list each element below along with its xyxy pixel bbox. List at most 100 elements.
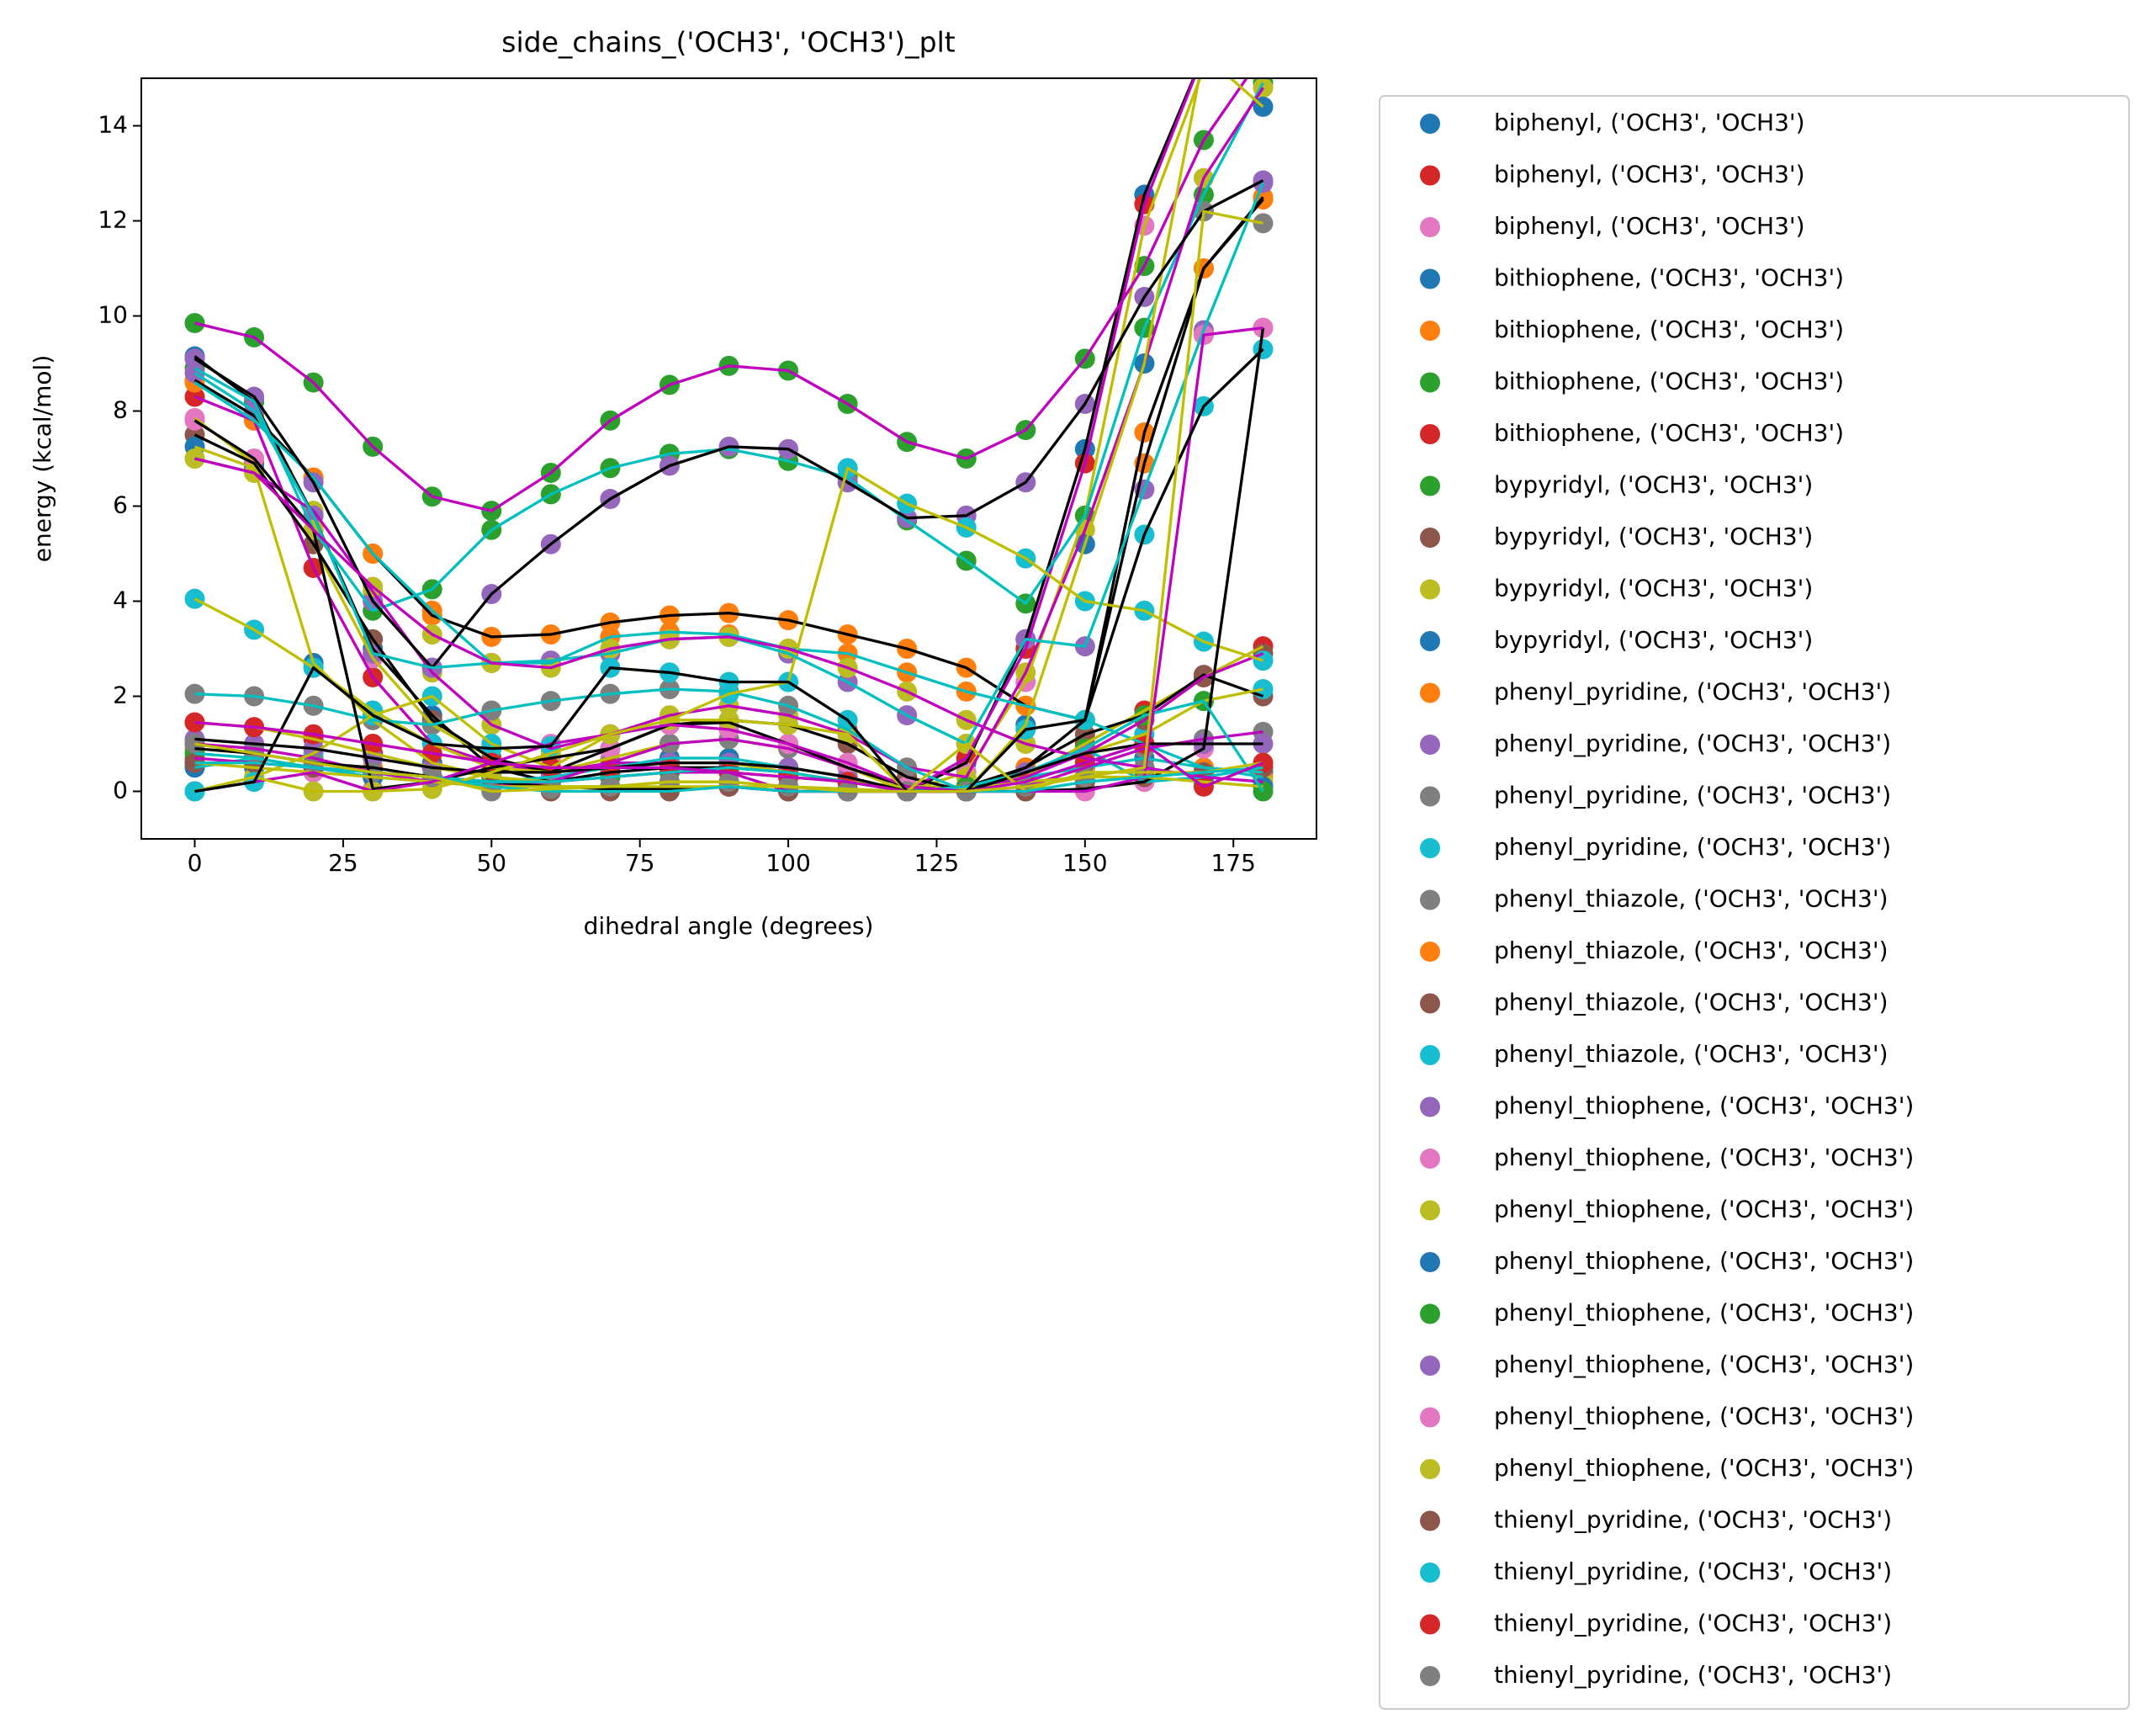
y-tick-label: 10 [98, 301, 128, 329]
legend-marker [1420, 1149, 1440, 1169]
y-tick-label: 12 [98, 206, 128, 234]
fit-line [194, 737, 1263, 793]
legend-label: phenyl_pyridine, ('OCH3', 'OCH3') [1494, 730, 1891, 757]
legend-label: phenyl_thiophene, ('OCH3', 'OCH3') [1494, 1247, 1914, 1275]
legend-marker [1420, 1303, 1440, 1324]
legend-label: thienyl_pyridine, ('OCH3', 'OCH3') [1494, 1557, 1892, 1585]
legend-label: phenyl_thiazole, ('OCH3', 'OCH3') [1494, 885, 1888, 913]
legend-marker [1420, 321, 1440, 341]
legend-marker [1420, 372, 1440, 393]
legend-marker [1420, 786, 1440, 807]
data-point [1253, 213, 1274, 234]
legend-marker [1420, 1666, 1440, 1686]
legend-label: phenyl_thiophene, ('OCH3', 'OCH3') [1494, 1299, 1914, 1327]
legend-label: bypyridyl, ('OCH3', 'OCH3') [1494, 523, 1813, 550]
legend-marker [1420, 631, 1440, 651]
legend-label: phenyl_thiophene, ('OCH3', 'OCH3') [1494, 1403, 1914, 1430]
fit-line [194, 720, 1264, 793]
legend-label: bithiophene, ('OCH3', 'OCH3') [1494, 264, 1844, 292]
data-point [184, 712, 205, 733]
legend-marker [1420, 1407, 1440, 1428]
legend-label: thienyl_pyridine, ('OCH3', 'OCH3') [1494, 1610, 1892, 1637]
legend-label: phenyl_thiophene, ('OCH3', 'OCH3') [1494, 1350, 1914, 1378]
legend-label: phenyl_thiophene, ('OCH3', 'OCH3') [1494, 1196, 1914, 1223]
fit-line [194, 78, 1248, 512]
legend-marker [1420, 1200, 1440, 1221]
fit-line [193, 327, 1265, 793]
x-tick-label: 175 [1210, 849, 1255, 877]
y-tick-label: 14 [98, 111, 128, 139]
legend-box [1379, 95, 2130, 1710]
legend-marker [1420, 475, 1440, 496]
fit-line [194, 87, 1264, 779]
y-tick-label: 6 [113, 491, 128, 519]
legend-marker [1420, 424, 1440, 444]
y-axis-label: energy (kcal/mol) [29, 355, 56, 562]
legend-label: phenyl_thiophene, ('OCH3', 'OCH3') [1494, 1143, 1914, 1171]
x-axis-label: dihedral angle (degrees) [584, 912, 874, 940]
legend-marker [1420, 889, 1440, 910]
fit-line [193, 82, 1264, 613]
legend-marker [1420, 1614, 1440, 1635]
legend-marker [1420, 1096, 1440, 1117]
legend-marker [1420, 217, 1440, 237]
legend-marker [1420, 165, 1440, 186]
plot-frame [140, 77, 1317, 840]
legend-label: bypyridyl, ('OCH3', 'OCH3') [1494, 575, 1813, 602]
x-tick-label: 150 [1062, 849, 1107, 877]
legend-marker [1420, 993, 1440, 1014]
legend-label: phenyl_thiophene, ('OCH3', 'OCH3') [1494, 1454, 1914, 1482]
legend-label: phenyl_thiophene, ('OCH3', 'OCH3') [1494, 1092, 1914, 1120]
fit-line [193, 179, 1264, 670]
x-tick-label: 75 [625, 849, 655, 877]
legend-marker [1420, 1510, 1440, 1531]
x-tick-label: 50 [476, 849, 506, 877]
legend-label: biphenyl, ('OCH3', 'OCH3') [1494, 212, 1805, 240]
legend-label: biphenyl, ('OCH3', 'OCH3') [1494, 109, 1805, 136]
legend-marker [1420, 1252, 1440, 1272]
legend-label: phenyl_thiazole, ('OCH3', 'OCH3') [1494, 1040, 1888, 1068]
legend-marker [1420, 1459, 1440, 1479]
legend-marker [1420, 1045, 1440, 1065]
legend-marker [1420, 942, 1440, 962]
legend-marker [1420, 1563, 1440, 1583]
data-point [184, 683, 205, 704]
legend-label: phenyl_pyridine, ('OCH3', 'OCH3') [1494, 782, 1891, 809]
fit-line [194, 719, 1263, 793]
legend-marker [1420, 682, 1440, 703]
plot-area [184, 78, 1274, 802]
data-point [184, 348, 205, 369]
x-tick-label: 100 [765, 849, 810, 877]
legend-marker [1420, 528, 1440, 548]
legend-label: phenyl_pyridine, ('OCH3', 'OCH3') [1494, 833, 1891, 861]
legend-label: bithiophene, ('OCH3', 'OCH3') [1494, 368, 1844, 395]
fit-line [194, 348, 1264, 793]
y-tick-label: 2 [113, 682, 128, 709]
chart-title: side_chains_('OCH3', 'OCH3')_plt [501, 26, 955, 59]
data-point [184, 312, 205, 333]
legend-label: thienyl_pyridine, ('OCH3', 'OCH3') [1494, 1506, 1892, 1534]
legend-marker [1420, 735, 1440, 755]
legend-marker [1420, 838, 1440, 858]
fit-line [194, 210, 1263, 793]
x-tick-label: 25 [328, 849, 358, 877]
data-point [184, 588, 205, 609]
legend-label: bypyridyl, ('OCH3', 'OCH3') [1494, 471, 1813, 499]
y-tick-label: 4 [113, 586, 128, 614]
legend-marker [1420, 1356, 1440, 1376]
legend-marker [1420, 114, 1440, 134]
legend-label: phenyl_pyridine, ('OCH3', 'OCH3') [1494, 678, 1891, 706]
legend-label: biphenyl, ('OCH3', 'OCH3') [1494, 161, 1805, 188]
legend-marker [1420, 579, 1440, 600]
legend-label: bithiophene, ('OCH3', 'OCH3') [1494, 419, 1844, 447]
legend-label: phenyl_thiazole, ('OCH3', 'OCH3') [1494, 989, 1888, 1016]
y-tick-label: 8 [113, 396, 128, 424]
legend-label: bithiophene, ('OCH3', 'OCH3') [1494, 316, 1844, 343]
legend-marker [1420, 268, 1440, 289]
legend-label: thienyl_pyridine, ('OCH3', 'OCH3') [1494, 1661, 1892, 1689]
legend-label: bypyridyl, ('OCH3', 'OCH3') [1494, 626, 1813, 654]
x-tick-label: 0 [188, 849, 203, 877]
legend-label: phenyl_thiazole, ('OCH3', 'OCH3') [1494, 936, 1888, 964]
